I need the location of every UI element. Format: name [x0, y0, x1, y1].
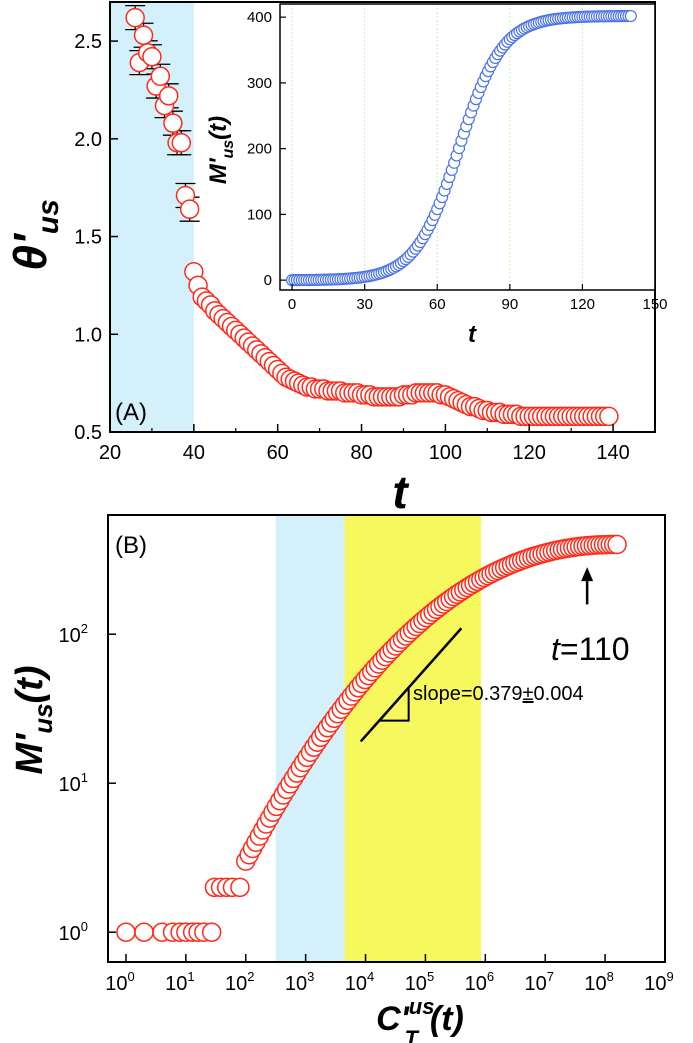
panel-b-marker: [201, 922, 222, 942]
panel-a-marker: [125, 7, 145, 28]
panel-a-xtick-label: 40: [183, 442, 205, 464]
panel-b-ylabel-suffix: (t): [9, 665, 51, 703]
inset-chart: 0 30 60 90 120 150 0 100 200 300 400 M'us(t) t: [205, 3, 668, 348]
inset-xtick-label: 150: [642, 296, 667, 313]
inset-ytick-label: 300: [247, 75, 272, 92]
inset-markers: [285, 9, 637, 287]
inset-frame: [279, 3, 656, 291]
panel-b-xtick-label: 103: [285, 969, 314, 995]
inset-ytick-label: 0: [264, 272, 272, 289]
panel-a-markers: [125, 7, 619, 427]
panel-b-xtick-label: 101: [165, 969, 194, 995]
panel-b-ylabel: M'us(t): [9, 665, 58, 774]
panel-b-xtick-label: 102: [225, 969, 254, 995]
panel-b-xtick-label: 100: [105, 969, 134, 995]
panel-b-marker: [230, 877, 250, 898]
inset-xtick-label: 0: [288, 296, 296, 313]
panel-a-marker: [133, 25, 154, 45]
panel-b-xlabel-sup: us: [409, 994, 435, 1019]
panel-a-marker: [163, 113, 183, 133]
panel-a-xtick-label: 20: [99, 442, 121, 464]
inset-xlabel: t: [468, 321, 477, 348]
panel-b-marker: [116, 922, 136, 942]
slope-annotation: slope=0.379±0.004: [413, 683, 584, 705]
panel-a-xtick-label: 100: [429, 442, 462, 464]
panel-a-marker: [158, 86, 179, 106]
inset-xtick-label: 90: [501, 296, 518, 313]
panel-b-xtick-label: 104: [345, 969, 374, 995]
panel-a-xtick-label: 60: [267, 442, 289, 464]
panel-a-ylabel-sub: us: [32, 199, 65, 234]
panel-b-xlabel-main: C': [376, 1000, 411, 1038]
inset-ytick-label: 200: [247, 141, 272, 158]
slope-err: 0.004: [534, 683, 584, 705]
svg-text:θ'us: θ'us: [4, 199, 65, 271]
panel-b-marker: [607, 534, 627, 555]
panel-b-xlabel-sub: T: [404, 1026, 419, 1043]
panel-b-xtick-label: 106: [465, 969, 494, 995]
panel-b-xtick-label: 107: [524, 969, 553, 995]
panel-a-xtick-label: 140: [596, 442, 629, 464]
panel-b-ytick-label: 101: [59, 770, 88, 796]
slope-line: [359, 627, 463, 743]
panel-b-frame: [107, 514, 666, 963]
panel-b-ytick-label: 100: [59, 919, 88, 945]
panel-a-label: (A): [115, 399, 147, 426]
panel-b-xtick-label: 108: [584, 969, 613, 995]
inset-background: [280, 4, 655, 290]
panel-b-xlabel: C'us T (t): [376, 994, 464, 1043]
inset-ytick-label: 100: [247, 206, 272, 223]
panel-a-xtick-label: 120: [513, 442, 546, 464]
slope-triangle: [378, 687, 410, 722]
panel-b-markers: [116, 534, 627, 942]
panel-b-xlabel-suffix: (t): [430, 1000, 464, 1038]
panel-b-label: (B): [115, 532, 147, 559]
inset-ylabel: M'us(t): [205, 116, 237, 184]
inset-ylabel-sub: us: [220, 140, 237, 159]
t110-italic: t: [551, 631, 561, 667]
panel-a-marker: [150, 66, 171, 87]
inset-ylabel-main: M': [205, 157, 232, 184]
slope-pm: ±: [523, 683, 534, 705]
panel-b-xtick-label: 109: [644, 969, 673, 995]
panel-b-ytick-label: 102: [59, 621, 88, 647]
panel-a-ytick-label: 0.5: [74, 422, 102, 444]
panel-a-marker: [599, 406, 619, 427]
panel-b-chart: 100 101 102 103 104 105 106 107 108 109100101102 …: [9, 514, 674, 1043]
inset-marker: [624, 9, 637, 23]
panel-b-ylabel-main: M': [9, 732, 51, 775]
panel-a-marker: [179, 199, 200, 219]
svg-text:M'us(t): M'us(t): [205, 116, 237, 184]
panel-a-ytick-label: 1.0: [74, 324, 102, 346]
panel-a-ylabel-main: θ': [4, 232, 56, 271]
inset-xtick-label: 120: [570, 296, 595, 313]
t110-value: =110: [560, 631, 630, 667]
panel-a-xlabel: t: [392, 466, 409, 518]
t110-arrow-head: [581, 567, 594, 582]
panel-a-xtick-label: 80: [350, 442, 372, 464]
panel-b-marker: [134, 922, 154, 942]
t110-annotation: t=110: [551, 631, 630, 667]
panel-a-ytick-label: 1.5: [74, 227, 102, 249]
svg-text:M'us(t): M'us(t): [9, 665, 58, 774]
panel-a-ytick-label: 2.0: [74, 129, 102, 151]
panel-a-ylabel: θ'us: [4, 199, 65, 271]
panel-a-marker: [142, 46, 162, 67]
inset-xtick-label: 60: [429, 296, 446, 313]
panel-b-xtick-label: 105: [405, 969, 434, 995]
inset-ytick-label: 400: [247, 9, 272, 26]
slope-text: slope=0.379: [413, 683, 523, 705]
panel-a-marker: [171, 132, 192, 153]
panel-b-ylabel-sub: us: [28, 703, 58, 733]
inset-ylabel-suffix: (t): [205, 116, 232, 140]
inset-xtick-label: 30: [356, 296, 373, 313]
panel-a-ytick-label: 2.5: [74, 31, 102, 53]
